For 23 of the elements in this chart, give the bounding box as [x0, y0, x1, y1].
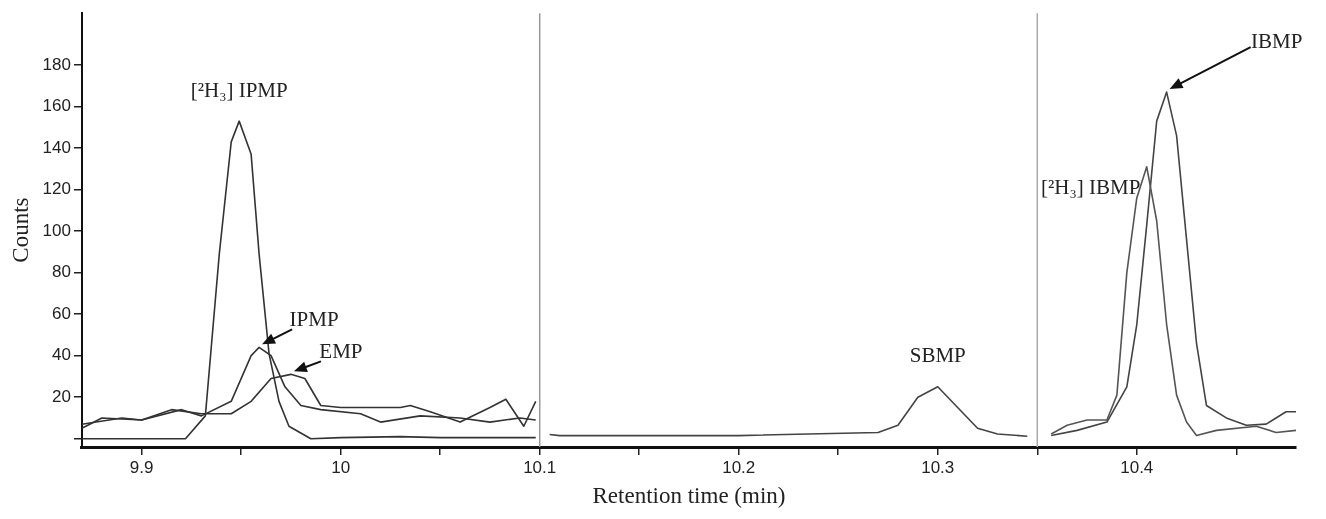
y-tick-label: 20 — [52, 386, 71, 406]
y-tick-label: 140 — [42, 137, 71, 157]
y-tick-label: 160 — [42, 96, 71, 116]
x-axis-title: Retention time (min) — [592, 483, 786, 509]
y-tick-label: 60 — [52, 303, 71, 323]
y-axis-title: Counts — [7, 197, 33, 263]
x-tick-label: 10.2 — [722, 457, 756, 477]
series-label: [²H₃] IBMP — [1041, 175, 1141, 200]
y-tick-label: 120 — [42, 179, 71, 199]
y-tick-label: 40 — [52, 345, 71, 365]
x-tick-label: 9.9 — [129, 457, 154, 477]
x-tick-label: 10.3 — [921, 457, 955, 477]
y-tick-label: 100 — [42, 220, 71, 240]
y-tick-label: 80 — [52, 262, 71, 282]
series-label: SBMP — [909, 343, 966, 368]
series-label: [²H₃] IPMP — [190, 77, 288, 102]
x-tick-label: 10.4 — [1120, 457, 1154, 477]
series-label: EMP — [319, 338, 363, 363]
series-label: IPMP — [289, 306, 339, 331]
x-tick-label: 10.1 — [523, 457, 557, 477]
x-tick-label: 10 — [331, 457, 351, 477]
text: IBMP — [1250, 28, 1303, 53]
y-tick-label: 180 — [42, 54, 71, 74]
